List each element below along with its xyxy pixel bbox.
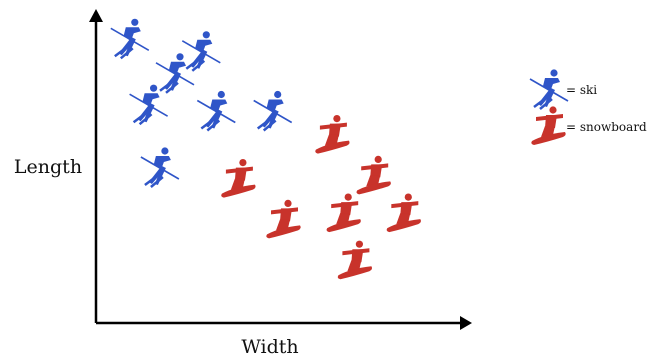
legend: = ski = snowboard (528, 68, 647, 145)
legend-item-ski: = ski (528, 68, 597, 111)
ski-point-1 (109, 17, 151, 60)
snowboard-point-1 (315, 115, 350, 154)
data-points (109, 17, 421, 280)
y-axis-label: Length (14, 156, 82, 178)
ski-point-7 (139, 146, 181, 189)
y-axis (89, 9, 103, 323)
snowboard-point-4 (266, 199, 301, 239)
snowboard-point-7 (337, 240, 373, 280)
x-axis (96, 316, 472, 330)
ski-point-6 (252, 89, 293, 132)
snowboard-point-2 (221, 159, 256, 198)
ski-point-5 (196, 89, 237, 132)
legend-label-snowboard: = snowboard (566, 120, 647, 134)
snowboarder-icon (531, 106, 566, 145)
snowboard-point-6 (386, 193, 421, 233)
skier-icon (528, 68, 570, 111)
legend-label-ski: = ski (566, 83, 597, 97)
legend-item-snowboard: = snowboard (531, 106, 647, 145)
ski-point-2 (181, 29, 222, 73)
ski-point-3 (154, 51, 196, 95)
snowboard-point-3 (356, 155, 391, 195)
x-axis-label: Width (241, 336, 298, 358)
snowboard-point-5 (326, 193, 361, 233)
